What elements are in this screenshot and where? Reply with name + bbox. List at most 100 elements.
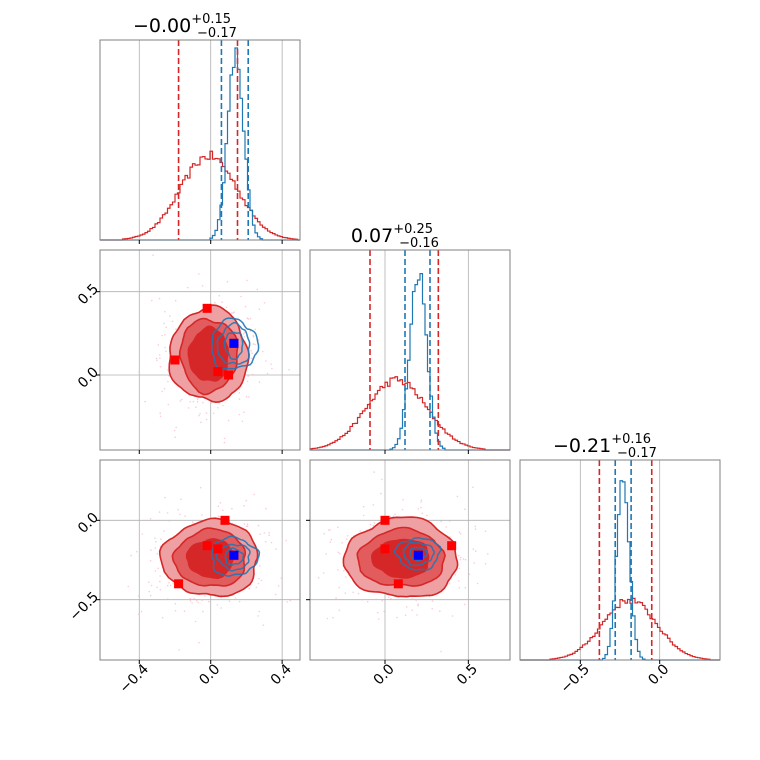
posterior-contour-middle bbox=[216, 321, 251, 365]
sample-point bbox=[241, 420, 244, 423]
sample-point bbox=[456, 495, 459, 498]
sample-point bbox=[169, 584, 172, 587]
sample-point bbox=[217, 505, 220, 508]
posterior-contour-outer bbox=[211, 535, 261, 577]
sample-point bbox=[335, 597, 337, 599]
panel-frame bbox=[99, 249, 301, 451]
sample-point bbox=[210, 402, 213, 404]
sample-point bbox=[201, 599, 203, 602]
sample-point bbox=[263, 302, 266, 304]
sample-point bbox=[196, 599, 198, 602]
sample-point bbox=[177, 509, 179, 511]
sample-point bbox=[286, 601, 288, 603]
panel-frame bbox=[99, 459, 301, 661]
sample-point bbox=[448, 520, 451, 522]
sample-point bbox=[193, 597, 195, 600]
sample-point bbox=[171, 320, 174, 323]
sample-point bbox=[157, 344, 160, 346]
sample-point bbox=[268, 532, 271, 534]
reference-marker bbox=[393, 579, 403, 589]
sample-point bbox=[411, 598, 414, 600]
sample-point bbox=[468, 573, 471, 576]
sample-point bbox=[372, 504, 375, 506]
sample-point bbox=[445, 526, 448, 528]
sample-point bbox=[199, 486, 202, 489]
sample-point bbox=[458, 531, 461, 534]
sample-point bbox=[451, 615, 454, 617]
sample-point bbox=[449, 536, 451, 538]
sample-point bbox=[189, 400, 191, 403]
sample-point bbox=[148, 581, 150, 583]
sample-point bbox=[352, 591, 354, 594]
sample-point bbox=[474, 528, 477, 530]
posterior-contour-middle bbox=[215, 543, 251, 572]
sample-point bbox=[161, 616, 164, 619]
sample-point bbox=[201, 285, 204, 287]
sample-point bbox=[196, 398, 199, 400]
sample-point bbox=[464, 603, 466, 606]
sample-point bbox=[157, 567, 159, 570]
panel-frame bbox=[99, 39, 301, 241]
sample-point bbox=[401, 508, 404, 511]
sample-point bbox=[195, 406, 197, 409]
sample-point bbox=[138, 370, 140, 373]
sample-point bbox=[257, 615, 259, 617]
sample-point bbox=[275, 548, 277, 550]
sample-point bbox=[242, 333, 245, 335]
sample-point bbox=[221, 301, 223, 304]
sample-point bbox=[234, 597, 237, 599]
sample-point bbox=[238, 392, 241, 394]
sample-point bbox=[362, 505, 365, 508]
sample-point bbox=[475, 550, 477, 552]
posterior-marker bbox=[413, 550, 423, 560]
sample-point bbox=[270, 541, 273, 544]
sample-point bbox=[252, 334, 255, 337]
sample-point bbox=[246, 525, 249, 528]
sample-point bbox=[383, 610, 385, 613]
sample-point bbox=[259, 533, 262, 536]
panel-title-sub-1: −0.16 bbox=[399, 236, 439, 251]
sample-point bbox=[274, 593, 277, 596]
sample-point bbox=[270, 363, 272, 366]
sample-point bbox=[257, 524, 260, 527]
sample-point bbox=[373, 471, 376, 473]
sample-point bbox=[244, 305, 247, 308]
sample-point bbox=[161, 390, 163, 393]
sample-point bbox=[346, 535, 349, 537]
sample-point bbox=[464, 558, 467, 561]
sample-point bbox=[217, 515, 220, 518]
sample-point bbox=[417, 603, 419, 605]
sample-point bbox=[159, 415, 162, 418]
sample-point bbox=[208, 600, 210, 603]
panel-title-sub-0: −0.17 bbox=[197, 26, 237, 41]
sample-point bbox=[200, 421, 202, 424]
sample-point bbox=[247, 375, 249, 377]
sample-point bbox=[487, 553, 489, 555]
sample-point bbox=[163, 322, 165, 325]
sample-point bbox=[216, 604, 219, 606]
sample-point bbox=[198, 641, 200, 644]
sample-point bbox=[159, 588, 162, 591]
sample-point bbox=[258, 610, 261, 613]
sample-point bbox=[394, 513, 396, 516]
sample-point bbox=[243, 523, 246, 525]
sample-point bbox=[250, 349, 252, 352]
sample-point bbox=[289, 599, 292, 602]
sample-point bbox=[411, 609, 414, 611]
sample-point bbox=[141, 533, 144, 535]
sample-point bbox=[214, 301, 216, 304]
sample-point bbox=[137, 613, 140, 615]
sample-point bbox=[457, 554, 460, 557]
x-tick-label: −0.5 bbox=[558, 661, 593, 696]
reference-histogram bbox=[520, 597, 720, 661]
sample-point bbox=[167, 598, 169, 600]
sample-point bbox=[225, 306, 228, 309]
sample-point bbox=[257, 582, 260, 585]
posterior-marker bbox=[229, 338, 239, 348]
sample-point bbox=[159, 412, 161, 414]
sample-point bbox=[440, 650, 442, 653]
sample-point bbox=[149, 518, 152, 520]
sample-point bbox=[243, 504, 245, 507]
sample-point bbox=[163, 387, 166, 390]
